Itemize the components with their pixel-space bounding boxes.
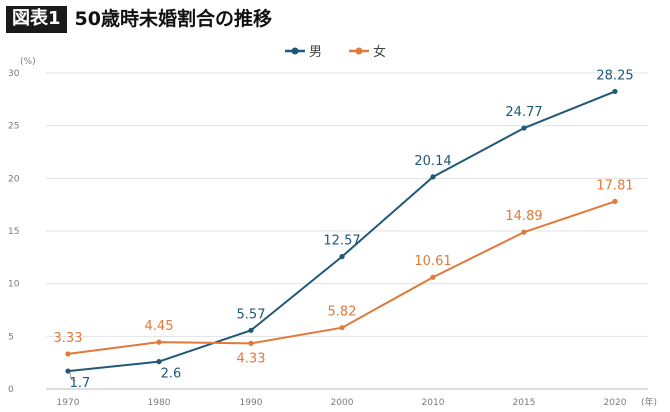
x-axis: 1970 1980 1990 2000 2010 2015 2020 (年) xyxy=(57,396,657,408)
y-tick-label: 15 xyxy=(8,227,19,237)
series-layer: 1.7 2.6 5.57 12.57 20.14 24.77 28.25 3.33 4.45 4.… xyxy=(54,68,634,391)
data-label: 4.45 xyxy=(145,319,174,334)
y-axis-unit: (%) xyxy=(20,57,36,67)
y-tick-label: 10 xyxy=(8,280,20,290)
legend-swatch-marker xyxy=(355,47,363,55)
data-point xyxy=(430,274,436,280)
data-label: 17.81 xyxy=(596,178,633,193)
chart-title: 50歳時未婚割合の推移 xyxy=(74,8,272,30)
y-tick-label: 5 xyxy=(8,332,14,342)
data-point xyxy=(156,339,162,345)
data-point xyxy=(521,229,527,235)
data-point xyxy=(156,359,162,365)
x-tick-label: 2010 xyxy=(422,398,445,408)
data-label: 3.33 xyxy=(54,331,83,346)
gridlines xyxy=(46,72,648,390)
x-tick-label: 2020 xyxy=(604,398,627,408)
data-label: 5.57 xyxy=(237,307,266,322)
legend-label: 男 xyxy=(309,45,322,60)
data-label: 12.57 xyxy=(323,234,360,249)
figure-tag: 図表1 xyxy=(6,5,67,33)
legend-swatch-marker xyxy=(291,47,299,55)
x-axis-unit: (年) xyxy=(641,396,657,408)
x-tick-label: 1970 xyxy=(57,398,80,408)
data-label: 5.82 xyxy=(328,305,357,320)
data-point xyxy=(65,368,71,374)
x-tick-label: 2000 xyxy=(331,398,354,408)
data-label: 1.7 xyxy=(70,376,91,391)
data-point xyxy=(65,351,71,357)
x-tick-label: 1990 xyxy=(240,398,263,408)
data-point xyxy=(248,340,254,346)
data-point xyxy=(521,125,527,131)
y-tick-label: 25 xyxy=(8,122,19,132)
data-point xyxy=(612,88,618,95)
x-tick-label: 2015 xyxy=(513,398,536,408)
legend: 男女 xyxy=(285,44,386,60)
x-tick-label: 1980 xyxy=(148,398,171,408)
data-point xyxy=(612,198,618,205)
data-label: 2.6 xyxy=(161,367,182,382)
chart-header: 図表1 50歳時未婚割合の推移 xyxy=(6,5,272,33)
data-label: 14.89 xyxy=(505,209,542,224)
data-label: 20.14 xyxy=(414,154,451,169)
data-label: 4.33 xyxy=(237,351,266,366)
data-point xyxy=(248,327,254,333)
y-tick-label: 0 xyxy=(8,385,14,395)
label-leader-line xyxy=(69,373,76,382)
legend-label: 女 xyxy=(373,44,386,60)
y-tick-label: 30 xyxy=(8,69,20,79)
data-point xyxy=(339,253,345,260)
y-tick-label: 20 xyxy=(8,174,20,184)
data-point xyxy=(339,325,345,331)
y-axis: 0 5 10 15 20 25 30(%) xyxy=(8,57,36,395)
data-label: 24.77 xyxy=(505,105,542,120)
data-point xyxy=(430,174,436,180)
data-label: 28.25 xyxy=(596,68,633,83)
data-label: 10.61 xyxy=(414,254,451,269)
